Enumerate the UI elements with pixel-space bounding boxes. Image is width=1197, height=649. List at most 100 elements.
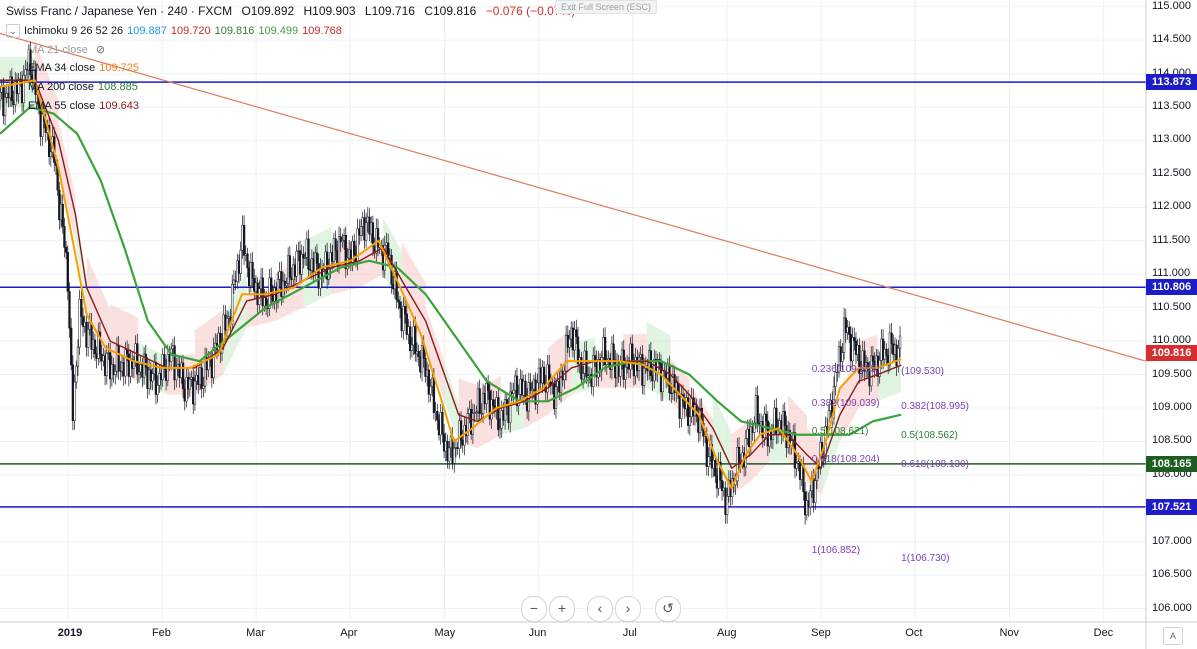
candle-body [509, 391, 512, 423]
candle-body [303, 257, 307, 259]
candle-body [863, 350, 866, 372]
x-tick-label: Oct [905, 627, 923, 639]
candle-body [410, 344, 414, 352]
y-tick-label: 110.000 [1152, 334, 1191, 347]
candle-body [498, 427, 502, 431]
candle-body [707, 456, 710, 467]
candle-body [564, 334, 568, 372]
fib-label: 1(106.852) [811, 544, 861, 556]
candle-body [680, 394, 683, 419]
candle-body [175, 367, 178, 381]
candle-body [231, 284, 234, 325]
candle-body [68, 291, 71, 329]
indicator-value: 109.887 [127, 24, 167, 37]
candle-body [163, 354, 166, 370]
candle-body [524, 380, 527, 398]
y-tick-label: 108.500 [1152, 434, 1192, 447]
candle-body [719, 461, 722, 481]
candle-body [17, 78, 20, 94]
y-tick-label: 113.500 [1152, 100, 1191, 112]
candle-body [668, 363, 671, 394]
candle-body [0, 92, 2, 101]
candle-body [756, 395, 759, 424]
indicator-row[interactable]: EMA 34 close 109.725 [6, 62, 139, 74]
candle-body [105, 352, 108, 376]
zoom-in-button[interactable]: + [549, 596, 575, 622]
fib-label: 0.382(108.995) [901, 401, 969, 413]
candle-body [64, 247, 68, 253]
indicator-value: 109.643 [99, 100, 140, 112]
scroll-left-button[interactable]: ‹ [587, 596, 613, 622]
y-tick-label: 112.500 [1152, 166, 1191, 179]
auto-scale-button[interactable]: A [1163, 627, 1183, 645]
candle-body [753, 422, 756, 433]
candle-body [603, 337, 607, 366]
price-badge: 108.165 [1146, 455, 1197, 472]
candle-body [592, 355, 595, 387]
candle-body [576, 336, 580, 365]
indicator-row[interactable]: ⌄ Ichimoku 9 26 52 26 109.887 109.720 109.81… [6, 24, 342, 38]
scroll-right-button[interactable]: › [615, 596, 641, 622]
candle-body [710, 444, 714, 469]
candle-body [156, 385, 159, 395]
candle-body [10, 76, 14, 101]
candle-body [473, 412, 476, 414]
x-tick-label: Dec [1093, 627, 1114, 639]
x-tick-label: Feb [151, 627, 171, 639]
candle-body [181, 362, 185, 390]
candle-body [802, 465, 805, 493]
candle-body [341, 240, 344, 243]
ohlc-open: O109.892 [241, 4, 295, 18]
indicator-value: 108.885 [98, 81, 138, 93]
horizontal-levels [0, 81, 1146, 508]
price-badge: 110.806 [1146, 279, 1197, 296]
indicator-row[interactable]: MA 21 close ⊘ [6, 43, 105, 56]
reset-chart-button[interactable]: ↺ [655, 596, 681, 622]
candle-body [885, 348, 888, 356]
candle-body [853, 337, 856, 342]
candle-body [137, 371, 141, 375]
indicator-name: EMA 34 close [28, 62, 96, 74]
indicator-row[interactable]: MA 200 close 108.885 [6, 81, 138, 93]
candle-body [114, 370, 117, 376]
candle-body [737, 447, 741, 464]
candle-body [125, 349, 129, 355]
candle-body [3, 97, 7, 117]
candle-body [612, 343, 615, 361]
fib-label: 0.5(108.562) [901, 430, 958, 442]
candle-body [41, 113, 44, 137]
candle-body [512, 389, 515, 394]
candle-body [70, 327, 73, 366]
candle-body [48, 125, 51, 158]
hidden-eye-icon[interactable]: ⊘ [95, 44, 106, 56]
y-tick-label: 111.500 [1152, 233, 1191, 246]
price-badge: 107.521 [1146, 498, 1197, 515]
chevron-down-icon[interactable]: ⌄ [6, 24, 20, 38]
candle-body [764, 413, 768, 422]
y-tick-label: 106.500 [1152, 568, 1192, 581]
candle-body [398, 301, 402, 309]
candle-body [136, 343, 139, 375]
candle-body [661, 370, 664, 393]
candle-body [485, 382, 488, 405]
candle-body [24, 69, 27, 76]
candle-body [29, 49, 32, 76]
candle-body [193, 380, 197, 405]
zoom-out-button[interactable]: − [521, 596, 547, 622]
indicator-row[interactable]: EMA 55 close 109.643 [6, 100, 139, 112]
candle-body [624, 366, 627, 380]
exit-fullscreen-button[interactable]: Exit Full Screen (ESC) [555, 0, 658, 14]
candle-body [285, 283, 288, 286]
candle-body [288, 255, 291, 278]
x-tick-label: Nov [999, 627, 1020, 639]
candle-body [529, 382, 532, 392]
candle-body [809, 490, 812, 508]
candle-body [897, 347, 900, 367]
candle-body [429, 386, 432, 395]
fib-label: 0.618(108.130) [901, 459, 969, 471]
candle-body [842, 317, 846, 353]
trendline-line [0, 32, 1147, 362]
candle-body [427, 369, 430, 395]
candle-body [858, 345, 861, 374]
